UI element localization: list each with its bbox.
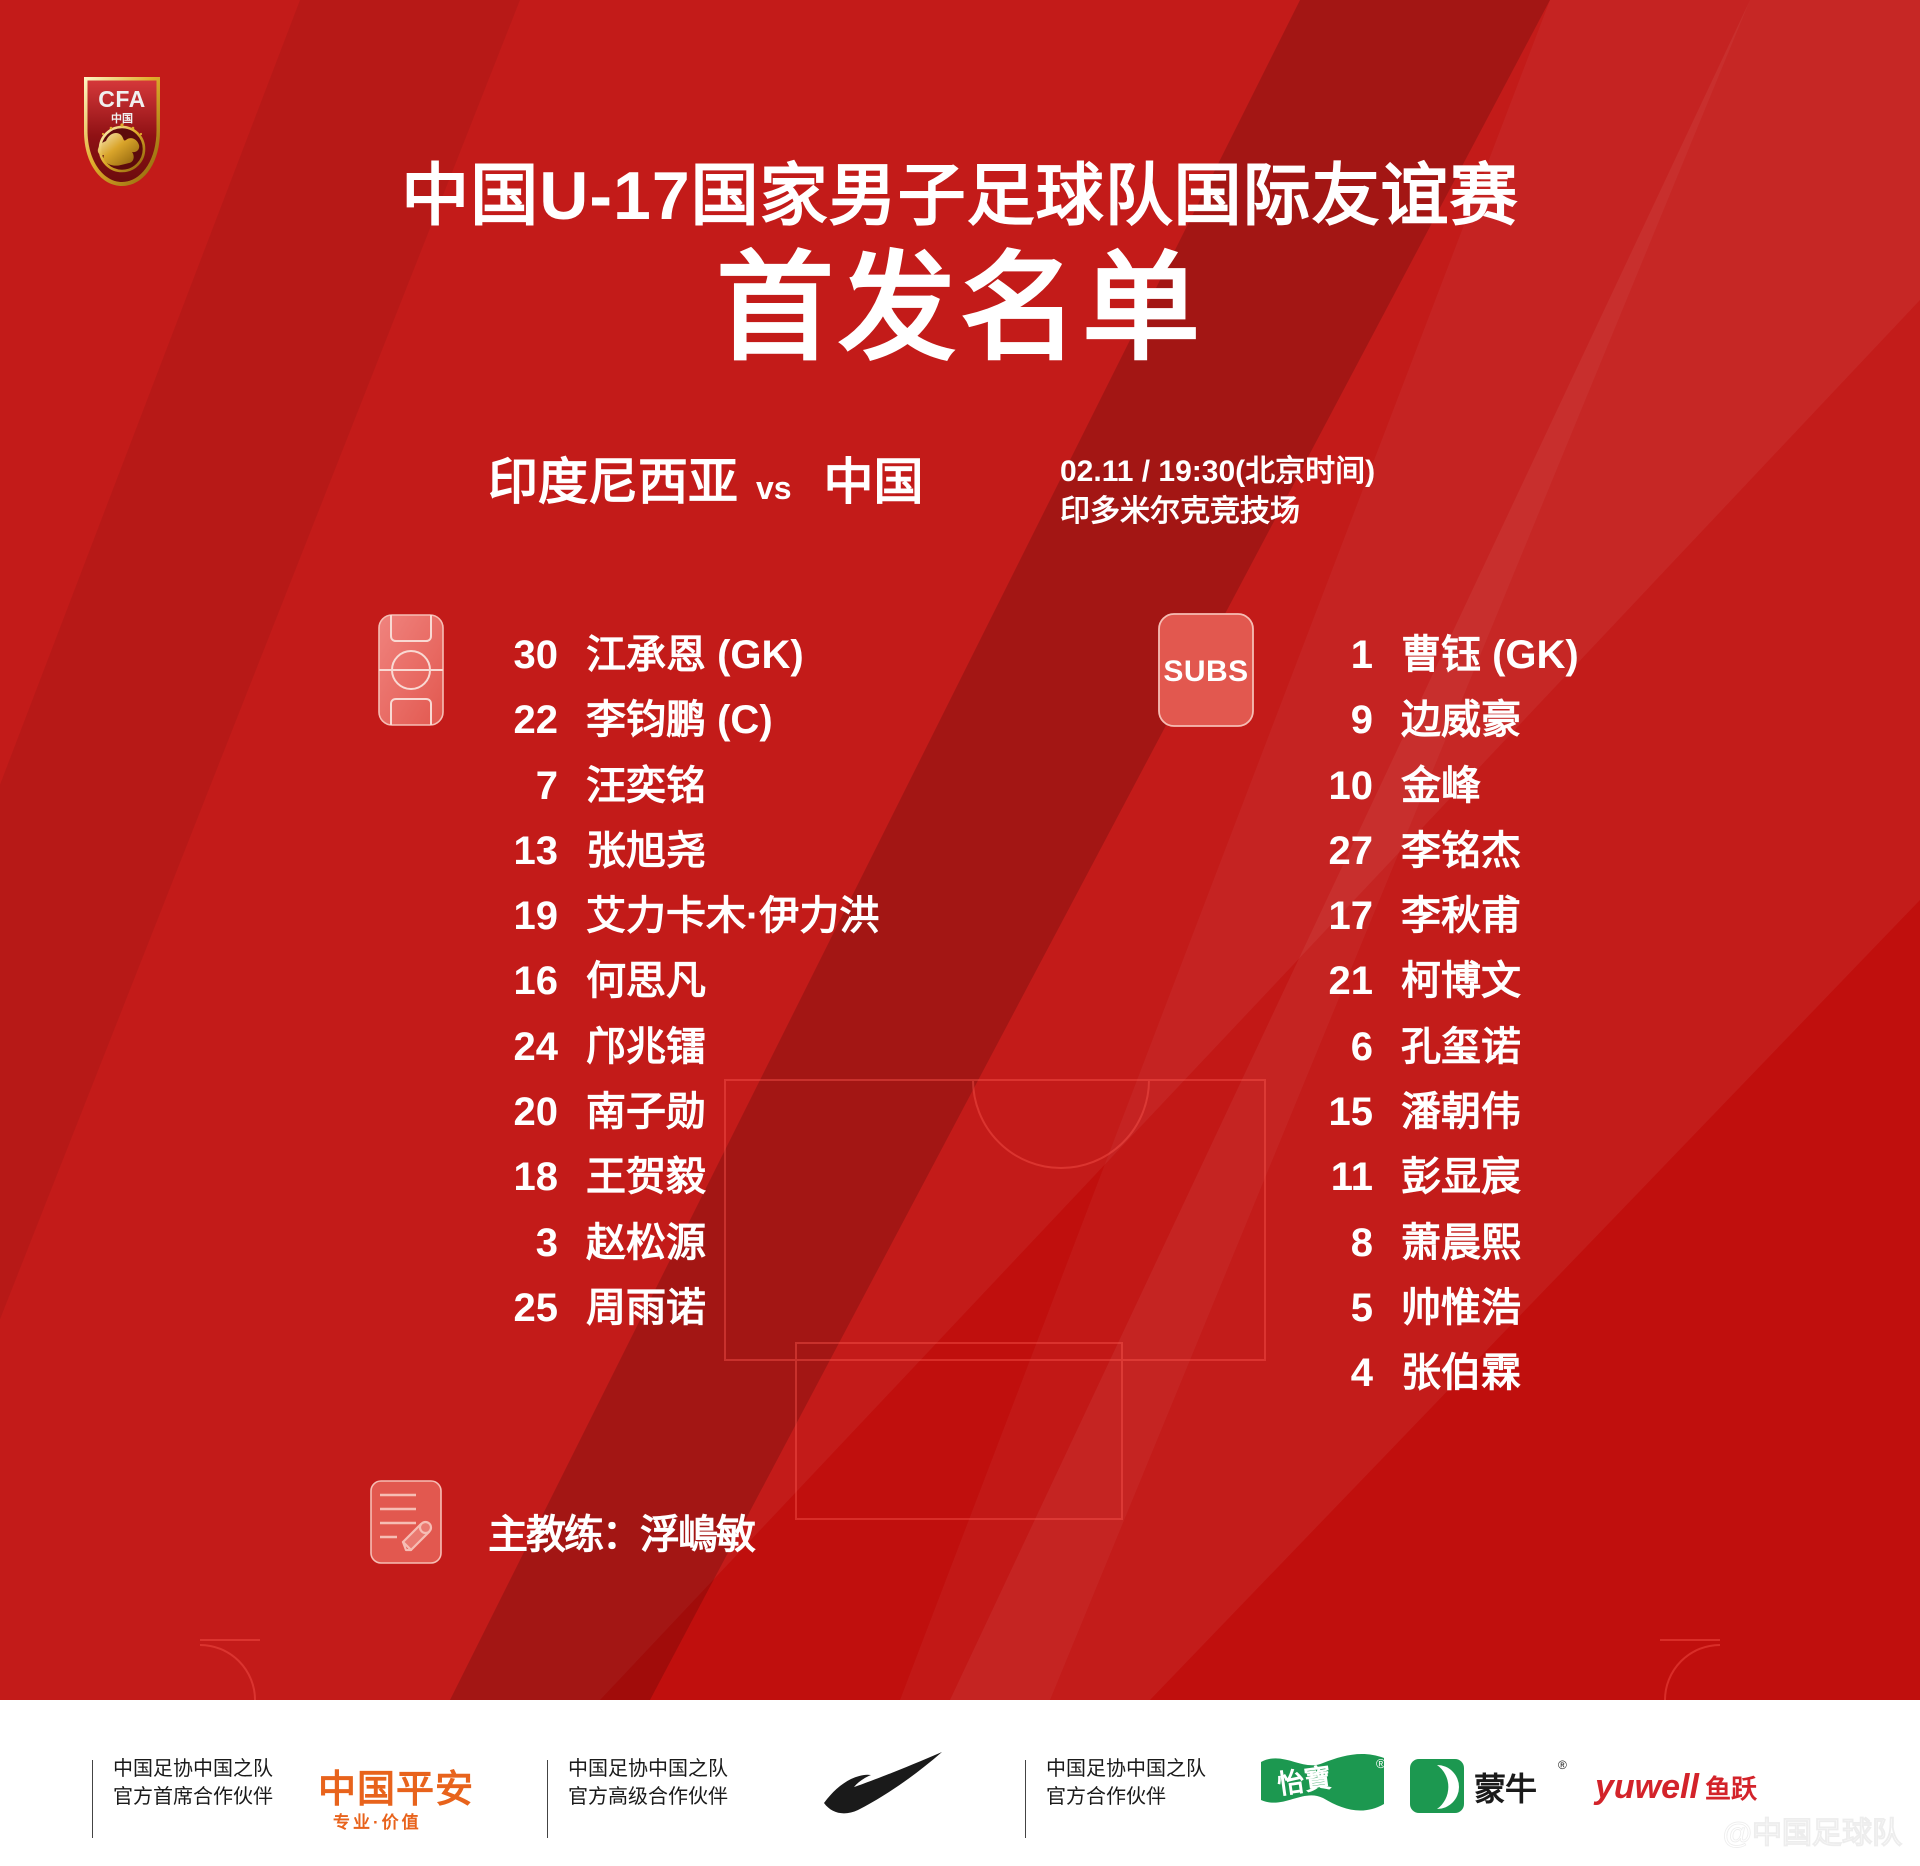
svg-text:®: ® [1376, 1756, 1386, 1771]
svg-text:SUBS: SUBS [1163, 655, 1248, 688]
svg-text:蒙牛: 蒙牛 [1474, 1771, 1536, 1807]
svg-text:CFA: CFA [98, 86, 146, 112]
svg-text:中国: 中国 [111, 111, 133, 125]
svg-text:®: ® [1558, 1758, 1567, 1772]
